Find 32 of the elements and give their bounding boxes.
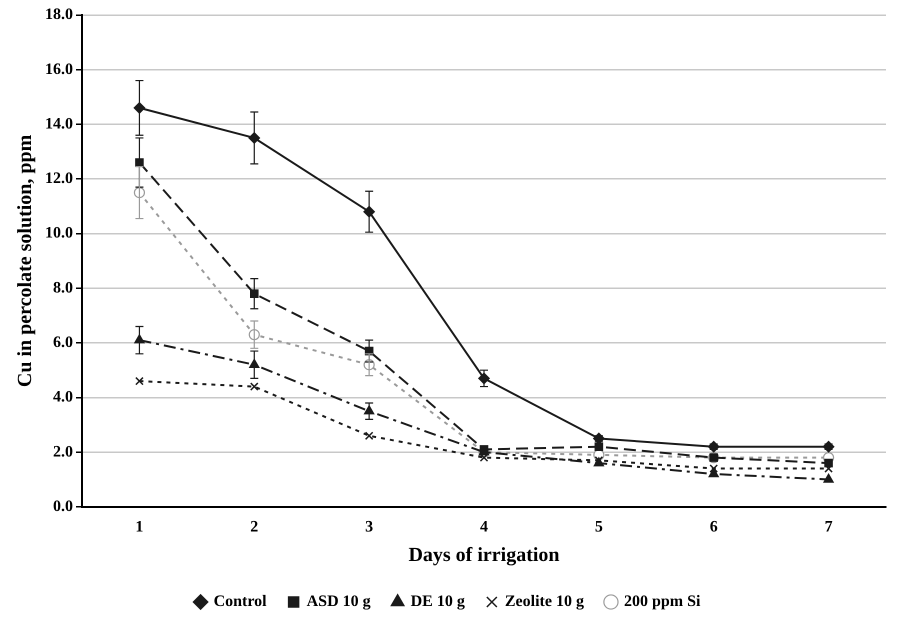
y-tick-label: 0.0 xyxy=(53,498,73,515)
y-tick-label: 6.0 xyxy=(53,334,73,352)
x-axis-title: Days of irrigation xyxy=(408,544,560,566)
x-tick-label: 2 xyxy=(250,518,258,536)
legend-label: DE 10 g xyxy=(410,593,465,610)
y-tick-label: 8.0 xyxy=(53,279,73,296)
x-tick-label: 3 xyxy=(365,518,374,536)
point xyxy=(250,382,259,391)
legend-label: Control xyxy=(214,593,268,610)
point xyxy=(364,431,374,440)
legend-label: 200 ppm Si xyxy=(624,593,701,610)
x-tick-label: 6 xyxy=(710,518,718,536)
point xyxy=(709,464,718,473)
y-axis-title: Cu in percolate solution, ppm xyxy=(14,134,36,388)
y-tick-label: 10.0 xyxy=(45,224,73,242)
y-tick-label: 2.0 xyxy=(53,443,73,460)
x-tick-label: 5 xyxy=(594,518,603,536)
legend-label: Zeolite 10 g xyxy=(504,593,584,610)
point xyxy=(823,474,834,483)
y-tick-label: 16.0 xyxy=(45,60,73,78)
y-tick-label: 18.0 xyxy=(45,6,73,24)
x-tick-label: 4 xyxy=(480,518,488,536)
y-tick-label: 4.0 xyxy=(53,388,73,406)
legend-label: ASD 10 g xyxy=(306,593,371,610)
y-tick-label: 14.0 xyxy=(45,115,73,132)
point xyxy=(135,376,144,386)
y-tick-label: 12.0 xyxy=(45,170,73,188)
point xyxy=(708,468,719,478)
point xyxy=(594,442,604,451)
x-tick-label: 1 xyxy=(135,518,144,536)
point xyxy=(708,440,720,452)
x-tick-label: 7 xyxy=(824,518,833,536)
